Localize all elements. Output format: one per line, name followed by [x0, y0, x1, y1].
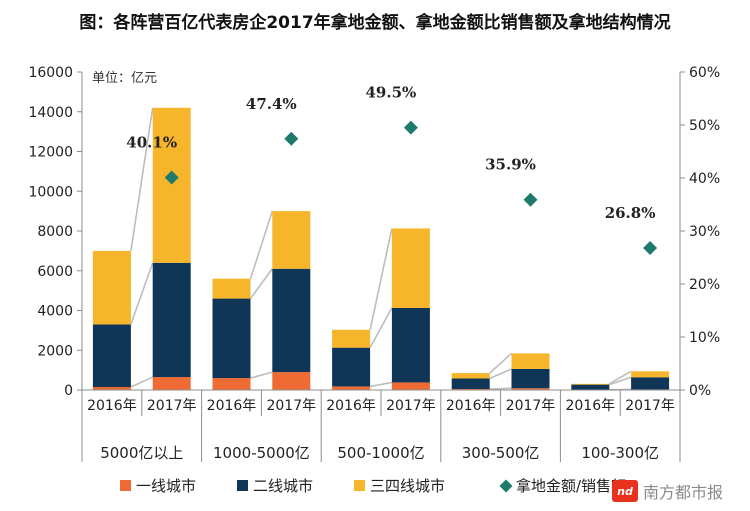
- y2-tick-label: 50%: [689, 118, 720, 134]
- bar-segment-3: [391, 228, 430, 308]
- legend-swatch: [499, 479, 513, 493]
- bar-segment-3: [152, 107, 191, 263]
- x-year-label: 2016年: [446, 398, 496, 414]
- segment-connector: [369, 381, 393, 388]
- x-group-label: 300-500亿: [462, 444, 540, 462]
- bar-segment-2: [631, 377, 670, 390]
- bar-segment-2: [332, 347, 371, 387]
- bar-segment-2: [451, 378, 490, 390]
- bar-segment-1: [92, 387, 131, 390]
- segment-connector: [130, 376, 154, 388]
- y2-tick-label: 10%: [689, 330, 720, 346]
- y-tick-label: 16000: [28, 65, 73, 81]
- ratio-label: 49.5%: [366, 84, 417, 102]
- bar-segment-3: [571, 383, 610, 385]
- x-year-label: 2016年: [326, 398, 376, 414]
- bar-segment-1: [511, 388, 550, 390]
- ratio-marker: [403, 120, 418, 135]
- bar-segment-1: [272, 372, 311, 390]
- bar-segment-3: [212, 278, 251, 299]
- bar-segment-3: [92, 250, 131, 325]
- y-tick-label: 0: [64, 383, 73, 399]
- ratio-label: 47.4%: [246, 95, 297, 113]
- segment-connector: [609, 376, 632, 386]
- ratio-label: 35.9%: [485, 156, 536, 174]
- y2-tick-label: 30%: [689, 224, 720, 240]
- y2-tick-label: 0%: [689, 383, 711, 399]
- ratio-marker: [523, 192, 538, 207]
- segment-connector: [489, 368, 512, 380]
- x-year-label: 2017年: [506, 398, 556, 414]
- x-group-label: 100-300亿: [581, 444, 659, 462]
- chart-title: 图：各阵营百亿代表房企2017年拿地金额、拿地金额比销售额及拿地结构情况: [79, 13, 671, 33]
- segment-connector: [130, 107, 154, 251]
- segment-connector: [608, 370, 632, 385]
- legend-swatch: [120, 480, 131, 491]
- y2-tick-label: 40%: [689, 171, 720, 187]
- bar-segment-3: [631, 371, 670, 378]
- x-year-label: 2016年: [87, 398, 137, 414]
- y2-tick-label: 60%: [689, 65, 720, 81]
- bar-segment-3: [332, 329, 371, 348]
- watermark: nd 南方都市报: [612, 479, 723, 503]
- legend-label: 拿地金额/销售额: [516, 477, 626, 495]
- bar-segment-2: [571, 384, 610, 390]
- y-tick-label: 8000: [37, 224, 73, 240]
- bar-segment-2: [272, 268, 311, 373]
- ratio-marker: [164, 170, 179, 185]
- legend-label: 三四线城市: [370, 477, 445, 495]
- segment-connector: [249, 210, 274, 279]
- bar-segment-2: [511, 368, 550, 389]
- ratio-marker: [643, 240, 658, 255]
- x-group-label: 500-1000亿: [337, 444, 424, 462]
- bar-segment-3: [451, 373, 490, 379]
- y2-tick-label: 20%: [689, 277, 720, 293]
- y-tick-label: 14000: [28, 105, 73, 121]
- unit-label: 单位：亿元: [92, 71, 157, 86]
- x-year-label: 2016年: [565, 398, 615, 414]
- segment-connector: [130, 262, 154, 325]
- x-year-label: 2017年: [266, 398, 316, 414]
- x-group-label: 5000亿以上: [100, 444, 183, 462]
- y-tick-label: 10000: [28, 184, 73, 200]
- ratio-label: 26.8%: [605, 204, 656, 222]
- segment-connector: [369, 307, 393, 349]
- x-year-label: 2017年: [147, 398, 197, 414]
- y-tick-label: 12000: [28, 145, 73, 161]
- bar-segment-2: [212, 298, 251, 379]
- y-tick-label: 4000: [37, 304, 73, 320]
- x-group-label: 1000-5000亿: [213, 444, 310, 462]
- bar-segment-2: [92, 324, 131, 388]
- legend-swatch: [237, 480, 248, 491]
- x-year-label: 2016年: [207, 398, 257, 414]
- bar-segment-2: [152, 262, 191, 378]
- bar-segment-2: [391, 307, 430, 383]
- bar-segment-1: [152, 377, 191, 390]
- segment-connector: [250, 371, 273, 379]
- bar-segment-1: [212, 378, 251, 390]
- bar-segment-1: [391, 382, 430, 390]
- x-year-label: 2017年: [625, 398, 675, 414]
- segment-connector: [489, 387, 512, 390]
- y-tick-label: 6000: [37, 264, 73, 280]
- watermark-logo: nd: [612, 480, 638, 502]
- bar-segment-3: [272, 211, 311, 269]
- legend-label: 二线城市: [253, 477, 313, 495]
- bar-segment-3: [511, 353, 550, 369]
- segment-connector: [489, 352, 513, 374]
- ratio-label: 40.1%: [126, 133, 177, 151]
- ratio-marker: [284, 131, 299, 146]
- watermark-text: 南方都市报: [643, 483, 724, 502]
- legend-swatch: [354, 480, 365, 491]
- bar-segment-1: [332, 386, 371, 390]
- segment-connector: [249, 268, 273, 300]
- segment-connector: [369, 228, 393, 330]
- x-year-label: 2017年: [386, 398, 436, 414]
- legend-label: 一线城市: [136, 477, 196, 495]
- y-tick-label: 2000: [37, 343, 73, 359]
